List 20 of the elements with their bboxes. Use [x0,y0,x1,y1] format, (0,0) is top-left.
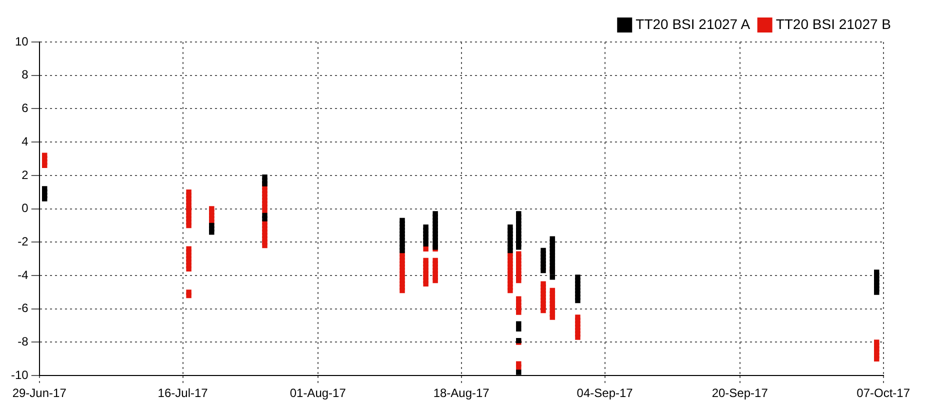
y-tick-label: 8 [22,68,29,82]
x-tick-label: 18-Aug-17 [433,386,490,400]
y-tick-label: 10 [14,34,29,48]
x-tick-label: 16-Jul-17 [158,386,208,400]
legend-label: TT20 BSI 21027 B [776,16,892,32]
legend-label: TT20 BSI 21027 A [636,16,751,32]
x-tick-label: 20-Sep-17 [712,386,768,400]
y-tick-label: 6 [22,101,29,116]
y-tick-label: 0 [22,201,29,216]
y-tick-label: -2 [18,234,29,248]
x-tick-label: 07-Oct-17 [856,386,910,400]
y-tick-label: -6 [18,301,29,316]
y-tick-label: -8 [18,334,29,349]
y-tick-label: -4 [18,268,29,282]
y-tick-label: 4 [22,134,29,148]
y-tick-label: 2 [22,168,29,182]
x-tick-label: 01-Aug-17 [290,386,346,400]
x-tick-label: 29-Jun-17 [12,386,67,400]
x-tick-label: 04-Sep-17 [576,386,634,400]
y-tick-label: -10 [11,368,29,382]
